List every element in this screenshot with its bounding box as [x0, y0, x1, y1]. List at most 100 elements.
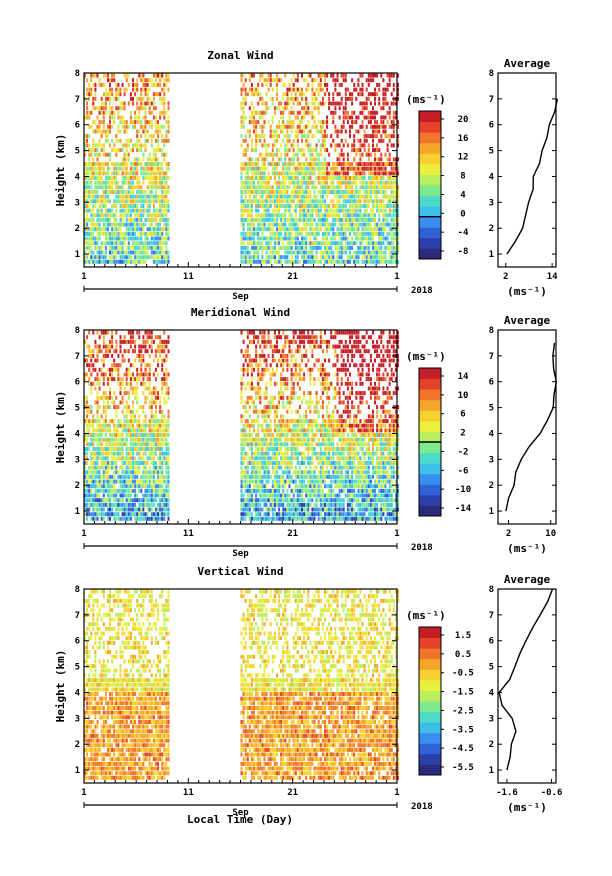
heatmap-cells: [84, 330, 399, 521]
y-tick-label: 2: [75, 224, 80, 234]
colorbar-swatch: [419, 764, 441, 776]
average-y-tick-label: 3: [489, 455, 494, 465]
colorbar-tick-label: -8: [458, 247, 469, 257]
year-label: 2018: [411, 286, 433, 296]
y-tick-label: 1: [75, 250, 80, 260]
heatmap-cells: [84, 73, 399, 264]
average-y-tick-label: 5: [489, 663, 494, 673]
colorbar-tick-label: 0: [460, 209, 465, 219]
colorbar-tick-label: -10: [455, 485, 471, 495]
colorbar-swatch: [419, 195, 441, 207]
panel-title: Vertical Wind: [197, 565, 283, 578]
y-tick-label: 4: [75, 172, 81, 182]
x-tick-label: 21: [287, 788, 298, 798]
colorbar-swatch: [419, 431, 441, 443]
colorbar-tick-label: 4: [460, 190, 466, 200]
colorbar: 20 16 12 8 4 0 -4 -8: [418, 110, 469, 260]
y-tick-label: 8: [75, 69, 80, 79]
average-y-tick-label: 3: [489, 714, 494, 724]
colorbar-swatch: [419, 679, 441, 691]
y-axis-label: Height (km): [54, 391, 67, 464]
colorbar-swatch: [419, 389, 441, 401]
colorbar-swatch: [419, 227, 441, 239]
heatmap-cells: [84, 589, 399, 780]
average-title: Average: [504, 314, 551, 327]
average-x-tick-label: -1.6: [496, 788, 518, 798]
colorbar-unit: (ms⁻¹): [406, 609, 446, 622]
average-profile: Average 1 2 3 4 5 6 7 8 2 14(ms⁻¹): [489, 57, 559, 298]
average-y-tick-label: 6: [489, 637, 494, 647]
y-axis-label: Height (km): [54, 650, 67, 723]
colorbar-frame: [418, 110, 442, 260]
average-frame: [497, 72, 557, 268]
y-tick-label: 7: [75, 95, 80, 105]
average-y-tick-label: 5: [489, 147, 494, 157]
average-profile: Average 1 2 3 4 5 6 7 8 2 10 (ms⁻¹): [489, 314, 558, 555]
y-tick-label: 1: [75, 507, 80, 517]
colorbar-swatch: [419, 378, 441, 390]
y-tick-label: 2: [75, 740, 80, 750]
y-tick-label: 6: [75, 378, 80, 388]
average-y-tick-label: 6: [489, 121, 494, 131]
y-tick-label: 8: [75, 326, 80, 336]
colorbar-swatch: [419, 711, 441, 723]
colorbar-swatch: [419, 153, 441, 165]
y-tick-label: 3: [75, 714, 80, 724]
colorbar-frame: [418, 626, 442, 776]
colorbar-tick-label: -4: [458, 228, 469, 238]
average-y-tick-label: 8: [489, 585, 494, 595]
colorbar-swatch: [419, 410, 441, 422]
colorbar-swatch: [419, 637, 441, 649]
colorbar-swatch: [419, 174, 441, 186]
y-tick-label: 8: [75, 585, 80, 595]
average-profile-line: [498, 588, 554, 771]
colorbar-swatch: [419, 368, 441, 380]
colorbar-swatch: [419, 627, 441, 639]
y-tick-label: 4: [75, 429, 81, 439]
average-y-tick-label: 2: [489, 224, 494, 234]
colorbar-tick-label: -3.5: [452, 725, 474, 735]
colorbar-tick-label: 6: [460, 410, 465, 420]
colorbar-tick-label: -1.5: [452, 688, 474, 698]
colorbar-tick-label: -6: [458, 466, 469, 476]
average-x-tick-label: -0.6: [541, 788, 563, 798]
average-x-label: (ms⁻¹): [507, 801, 547, 814]
colorbar-swatch: [419, 484, 441, 496]
colorbar-swatch: [419, 111, 441, 123]
y-tick-label: 7: [75, 611, 80, 621]
average-x-tick-label: 10: [545, 529, 556, 539]
y-tick-label: 5: [75, 663, 80, 673]
average-y-tick-label: 1: [489, 507, 494, 517]
colorbar-swatch: [419, 121, 441, 133]
colorbar-swatch: [419, 690, 441, 702]
average-y-tick-label: 7: [489, 95, 494, 105]
colorbar-tick-label: 16: [458, 134, 469, 144]
average-y-tick-label: 2: [489, 740, 494, 750]
average-y-tick-label: 2: [489, 481, 494, 491]
x-tick-label: 1: [81, 529, 86, 539]
colorbar-swatch: [419, 505, 441, 517]
x-tick-label: 21: [287, 272, 298, 282]
colorbar-tick-label: -2: [458, 447, 469, 457]
average-y-tick-label: 4: [489, 688, 495, 698]
y-tick-label: 6: [75, 637, 80, 647]
month-label: Sep: [232, 292, 249, 302]
colorbar-tick-label: -2.5: [452, 706, 474, 716]
colorbar-swatch: [419, 142, 441, 154]
average-x-label: (ms⁻¹): [507, 285, 547, 298]
colorbar-tick-label: 12: [458, 153, 469, 163]
colorbar-swatch: [419, 743, 441, 755]
colorbar-tick-label: -14: [455, 504, 472, 514]
colorbar-swatch: [419, 701, 441, 713]
colorbar-tick-label: -0.5: [452, 669, 474, 679]
average-y-tick-label: 8: [489, 326, 494, 336]
average-x-tick-label: 2: [503, 272, 508, 282]
y-tick-label: 7: [75, 352, 80, 362]
colorbar: 14 10 6 2 -2 -6 -10 -14: [418, 367, 472, 517]
average-y-tick-label: 4: [489, 172, 495, 182]
average-x-tick-label: 14: [547, 272, 558, 282]
colorbar-tick-label: 0.5: [455, 650, 471, 660]
year-label: 2018: [411, 543, 433, 553]
